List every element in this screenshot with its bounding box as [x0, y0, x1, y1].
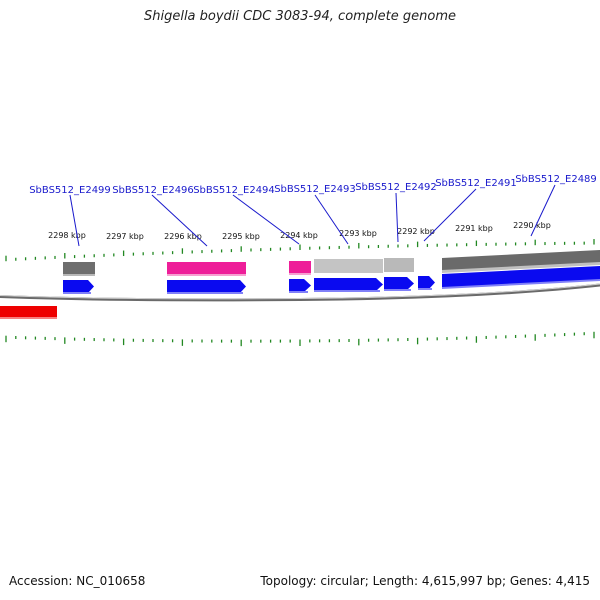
cds-shade [167, 292, 243, 294]
cds-track [63, 266, 600, 294]
lower-feature-track [0, 306, 57, 319]
map-title: Shigella boydii CDC 3083-94, complete ge… [143, 9, 457, 24]
scale-label: 2298 kbp [48, 231, 86, 240]
scale-labels: 2298 kbp 2297 kbp 2296 kbp 2295 kbp 2294 kbp… [48, 221, 551, 241]
gene-label[interactable]: SbBS512_E2496 [112, 185, 194, 196]
cds-shade [418, 288, 432, 290]
cds-arrow[interactable] [418, 276, 435, 289]
scale-label: 2291 kbp [455, 224, 493, 233]
gene-label[interactable]: SbBS512_E2489 [515, 174, 597, 185]
cds-shade [289, 291, 308, 293]
leader-line [530, 184, 556, 237]
cds-arrow-long[interactable] [442, 266, 600, 288]
leader-line [69, 194, 80, 247]
leader-line [314, 194, 349, 245]
cds-shade [314, 290, 380, 292]
gene-label[interactable]: SbBS512_E2493 [274, 184, 356, 195]
genome-backbone-highlight [0, 283, 600, 300]
feature-pink-shade [289, 273, 311, 275]
scale-label: 2295 kbp [222, 232, 260, 241]
scale-label: 2292 kbp [397, 227, 435, 236]
feature-pink[interactable] [167, 262, 246, 275]
feature-light-gray[interactable] [384, 258, 414, 272]
leader-line [232, 194, 300, 245]
feature-track [63, 250, 600, 276]
accession-number: Accession: NC_010658 [9, 574, 146, 588]
leader-line [395, 192, 399, 243]
feature-dark-gray[interactable] [63, 262, 95, 275]
cds-shade [442, 279, 600, 289]
cds-arrow[interactable] [63, 280, 94, 293]
cds-arrow[interactable] [384, 277, 414, 290]
gene-label[interactable]: SbBS512_E2492 [355, 182, 437, 193]
genome-backbone [0, 283, 600, 302]
feature-pink[interactable] [289, 261, 311, 274]
feature-dark-gray-long[interactable] [442, 250, 600, 271]
cds-shade [384, 289, 411, 291]
feature-red[interactable] [0, 306, 57, 318]
feature-dark-gray-shade [63, 274, 95, 276]
scale-label: 2293 kbp [339, 229, 377, 238]
scale-label: 2290 kbp [513, 221, 551, 230]
outer-tick-ring [5, 239, 595, 262]
cds-arrow[interactable] [314, 278, 383, 291]
feature-dark-gray-long-shade [442, 262, 600, 273]
gene-labels: SbBS512_E2499 SbBS512_E2496 SbBS512_E249… [29, 174, 597, 247]
leader-line [423, 188, 477, 242]
cds-arrow[interactable] [167, 280, 246, 293]
cds-arrow[interactable] [289, 279, 311, 292]
feature-red-shade [0, 317, 57, 319]
gene-label[interactable]: SbBS512_E2499 [29, 185, 111, 196]
feature-light-gray[interactable] [314, 259, 383, 273]
feature-pink-shade [167, 274, 246, 276]
cds-shade [63, 292, 91, 294]
genome-summary: Topology: circular; Length: 4,615,997 bp… [260, 574, 590, 588]
scale-label: 2296 kbp [164, 232, 202, 241]
gene-label[interactable]: SbBS512_E2491 [435, 178, 517, 189]
gene-label[interactable]: SbBS512_E2494 [193, 185, 275, 196]
scale-label: 2294 kbp [280, 231, 318, 240]
inner-tick-ring [5, 331, 595, 347]
leader-line [151, 194, 208, 247]
scale-label: 2297 kbp [106, 232, 144, 241]
